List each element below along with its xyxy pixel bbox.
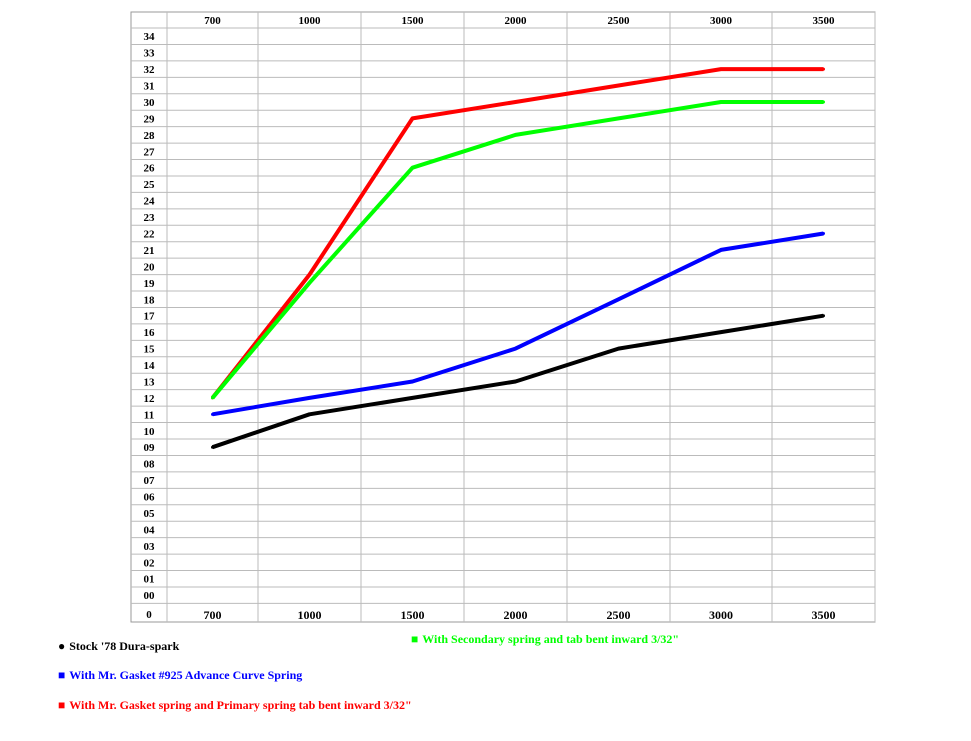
y-tick-label: 31 <box>144 81 155 93</box>
y-tick-label: 24 <box>144 196 156 208</box>
x-tick-label-bottom: 1500 <box>401 608 425 622</box>
series-1-point <box>411 379 414 383</box>
corner-label: 0 <box>146 609 152 621</box>
legend-label-gasket: With Mr. Gasket #925 Advance Curve Sprin… <box>69 668 303 682</box>
y-tick-label: 29 <box>144 113 156 125</box>
series-2-point <box>719 67 723 71</box>
y-tick-label: 25 <box>144 179 156 191</box>
series-0-point <box>822 314 825 318</box>
y-tick-label: 03 <box>144 541 156 553</box>
chart-frame <box>130 11 876 623</box>
x-tick-label-top: 1000 <box>299 15 322 27</box>
y-tick-label: 32 <box>144 64 156 76</box>
series-2-point <box>308 273 311 277</box>
series-3-point <box>822 100 825 104</box>
y-tick-label: 16 <box>144 327 156 339</box>
x-tick-label-bottom: 3000 <box>709 608 733 622</box>
x-tick-label-bottom: 2500 <box>607 608 631 622</box>
legend-item-stock: ● Stock '78 Dura-spark <box>58 639 179 654</box>
y-tick-label: 23 <box>144 212 156 224</box>
series-3-point <box>308 281 311 285</box>
series-1-point <box>822 232 825 235</box>
y-tick-label: 27 <box>144 146 156 158</box>
y-tick-label: 01 <box>144 574 155 586</box>
x-tick-label-bottom: 3500 <box>812 608 836 622</box>
legend-item-gasket: ■ With Mr. Gasket #925 Advance Curve Spri… <box>58 668 302 683</box>
y-tick-label: 17 <box>144 311 156 323</box>
series-3-point <box>514 133 517 137</box>
y-tick-label: 26 <box>144 163 156 175</box>
x-tick-label-bottom: 1000 <box>298 608 322 622</box>
series-1-point <box>211 412 214 416</box>
series-2-point <box>411 116 414 120</box>
series-1-point <box>514 347 517 351</box>
legend-label-stock: Stock '78 Dura-spark <box>69 639 180 653</box>
legend-bullet-secondary: ■ <box>411 632 419 646</box>
x-tick-label-bottom: 700 <box>204 608 222 622</box>
x-tick-label-top: 3000 <box>710 15 733 27</box>
legend-label-primary: With Mr. Gasket spring and Primary sprin… <box>69 698 412 712</box>
series-0-point <box>617 347 620 351</box>
y-tick-label: 19 <box>144 278 156 290</box>
y-tick-label: 05 <box>144 508 156 520</box>
chart-grid <box>130 11 876 623</box>
series-3-point <box>719 100 723 104</box>
series-0-point <box>411 396 414 400</box>
y-tick-label: 12 <box>144 393 156 405</box>
chart-series <box>210 67 825 450</box>
x-tick-label-top: 700 <box>204 15 221 27</box>
y-tick-label: 10 <box>144 426 156 438</box>
y-tick-label: 15 <box>144 344 156 356</box>
series-1-point <box>719 248 723 252</box>
y-tick-label: 13 <box>144 376 156 388</box>
y-tick-label: 11 <box>144 409 154 421</box>
legend-label-secondary: With Secondary spring and tab bent inwar… <box>422 632 680 646</box>
y-tick-label: 02 <box>144 557 156 569</box>
y-tick-label: 21 <box>144 245 155 257</box>
x-tick-label-top: 3500 <box>813 15 836 27</box>
x-tick-label-top: 1500 <box>402 15 425 27</box>
series-0-point <box>719 330 723 334</box>
y-tick-label: 08 <box>144 459 156 471</box>
y-tick-label: 14 <box>144 360 156 372</box>
y-tick-label: 18 <box>144 294 156 306</box>
series-1-point <box>617 297 620 301</box>
series-3-point <box>211 396 214 400</box>
legend-item-secondary: ■ With Secondary spring and tab bent inwa… <box>411 632 679 647</box>
y-tick-label: 04 <box>144 524 156 536</box>
y-tick-label: 28 <box>144 130 156 142</box>
legend-bullet-stock: ● <box>58 639 66 653</box>
legend-item-primary: ■ With Mr. Gasket spring and Primary spri… <box>58 698 412 713</box>
y-tick-label: 20 <box>144 261 156 273</box>
y-tick-label: 00 <box>144 590 156 602</box>
series-3-point <box>617 116 620 120</box>
legend-bullet-gasket: ■ <box>58 668 66 682</box>
series-0-point <box>514 379 517 383</box>
series-0-point <box>308 412 311 416</box>
series-1-point <box>308 396 311 400</box>
y-tick-label: 22 <box>144 229 156 241</box>
chart-ticks: 34 33 32 31 30 29 28 27 26 25 24 23 22 21 20 19 18 17 16 15… <box>144 15 836 622</box>
x-tick-label-top: 2500 <box>608 15 631 27</box>
y-tick-label: 07 <box>144 475 156 487</box>
series-2-point <box>514 100 517 104</box>
y-tick-label: 06 <box>144 492 156 504</box>
series-0-point <box>211 445 214 449</box>
y-tick-label: 33 <box>144 48 156 60</box>
series-2-point <box>617 84 620 88</box>
legend-bullet-primary: ■ <box>58 698 66 712</box>
x-tick-label-bottom: 2000 <box>504 608 528 622</box>
x-tick-label-top: 2000 <box>505 15 528 27</box>
series-3-point <box>411 166 414 170</box>
y-tick-label: 34 <box>144 31 156 43</box>
series-2-point <box>822 67 825 71</box>
y-tick-label: 30 <box>144 97 156 109</box>
y-tick-label: 09 <box>144 442 156 454</box>
